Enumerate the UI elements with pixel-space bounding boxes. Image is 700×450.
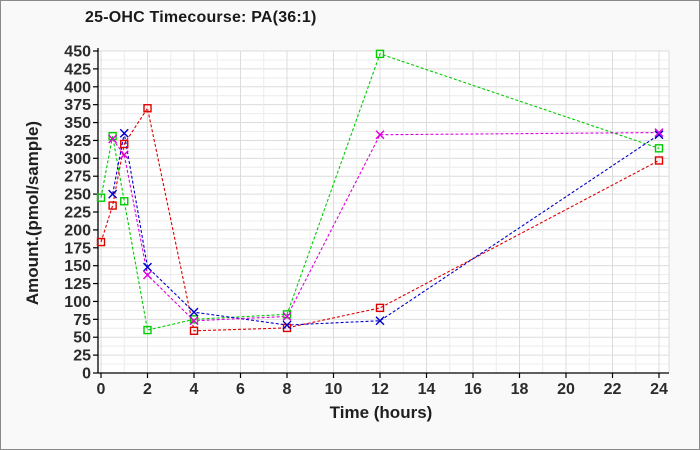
series-magenta-marker <box>108 134 118 144</box>
series-red-marker <box>120 139 129 149</box>
chart-title: 25-OHC Timecourse: PA(36:1) <box>85 9 317 26</box>
y-tick-label: 75 <box>73 312 91 329</box>
y-tick-label: 375 <box>64 97 91 114</box>
series-green-marker <box>96 193 106 202</box>
series-green-marker <box>120 197 129 206</box>
x-tick-label: 4 <box>190 381 199 398</box>
x-tick-label: 22 <box>604 381 622 398</box>
y-tick-label: 125 <box>64 276 91 293</box>
series-green-marker <box>654 144 664 153</box>
series-green-marker <box>189 315 199 324</box>
series-magenta-marker <box>119 150 129 160</box>
x-tick-label: 18 <box>511 381 529 398</box>
y-tick-label: 225 <box>64 205 91 222</box>
y-tick-label: 175 <box>64 240 91 257</box>
x-tick-label: 6 <box>236 381 245 398</box>
series-blue-marker <box>143 262 152 272</box>
y-tick-label: 50 <box>73 330 91 347</box>
series-red-marker <box>143 104 152 113</box>
x-tick-label: 24 <box>650 381 668 398</box>
series-magenta-marker <box>654 128 664 138</box>
series-blue-marker <box>108 189 118 199</box>
series-magenta-marker <box>282 311 292 321</box>
y-tick-label: 450 <box>64 44 91 61</box>
x-tick-label: 10 <box>325 381 343 398</box>
series-red-marker <box>189 326 199 335</box>
series-green-marker <box>143 325 152 335</box>
series-magenta-marker <box>143 270 152 280</box>
series-red-marker <box>654 156 664 165</box>
y-tick-label: 325 <box>64 133 91 150</box>
series-blue-marker <box>189 307 199 317</box>
x-tick-label: 20 <box>557 381 575 398</box>
x-tick-label: 2 <box>143 381 152 398</box>
x-tick-label: 12 <box>371 381 389 398</box>
y-tick-label: 200 <box>64 222 91 239</box>
y-tick-label: 25 <box>73 348 91 365</box>
series-green-marker <box>282 310 292 319</box>
y-tick-label: 250 <box>64 187 91 204</box>
y-tick-label: 100 <box>64 294 91 311</box>
series-red-line <box>100 106 660 332</box>
series-red-marker <box>108 201 117 210</box>
series-green-line <box>100 53 660 331</box>
x-tick-label: 8 <box>283 381 292 398</box>
y-tick-label: 150 <box>64 258 91 275</box>
series-blue-marker <box>654 130 664 140</box>
y-tick-label: 400 <box>64 79 91 96</box>
series-magenta-marker <box>189 316 199 326</box>
y-tick-label: 275 <box>64 169 91 186</box>
y-axis-label: Amount.(pmol/sample) <box>23 120 42 306</box>
series-red-marker <box>375 303 385 313</box>
x-tick-label: 0 <box>97 381 106 398</box>
x-axis-label: Time (hours) <box>329 403 433 422</box>
x-tick-label: 16 <box>464 381 482 398</box>
series-blue-marker <box>119 128 129 138</box>
series-magenta-marker <box>375 130 385 140</box>
series-blue-marker <box>375 316 385 326</box>
series-red-marker <box>96 237 106 247</box>
y-tick-label: 425 <box>64 61 91 78</box>
x-tick-label: 14 <box>418 381 436 398</box>
series-blue-marker <box>282 320 292 330</box>
y-tick-label: 350 <box>64 115 91 132</box>
series-green-marker <box>375 49 385 59</box>
y-tick-label: 300 <box>64 151 91 168</box>
y-tick-label: 0 <box>82 366 91 383</box>
